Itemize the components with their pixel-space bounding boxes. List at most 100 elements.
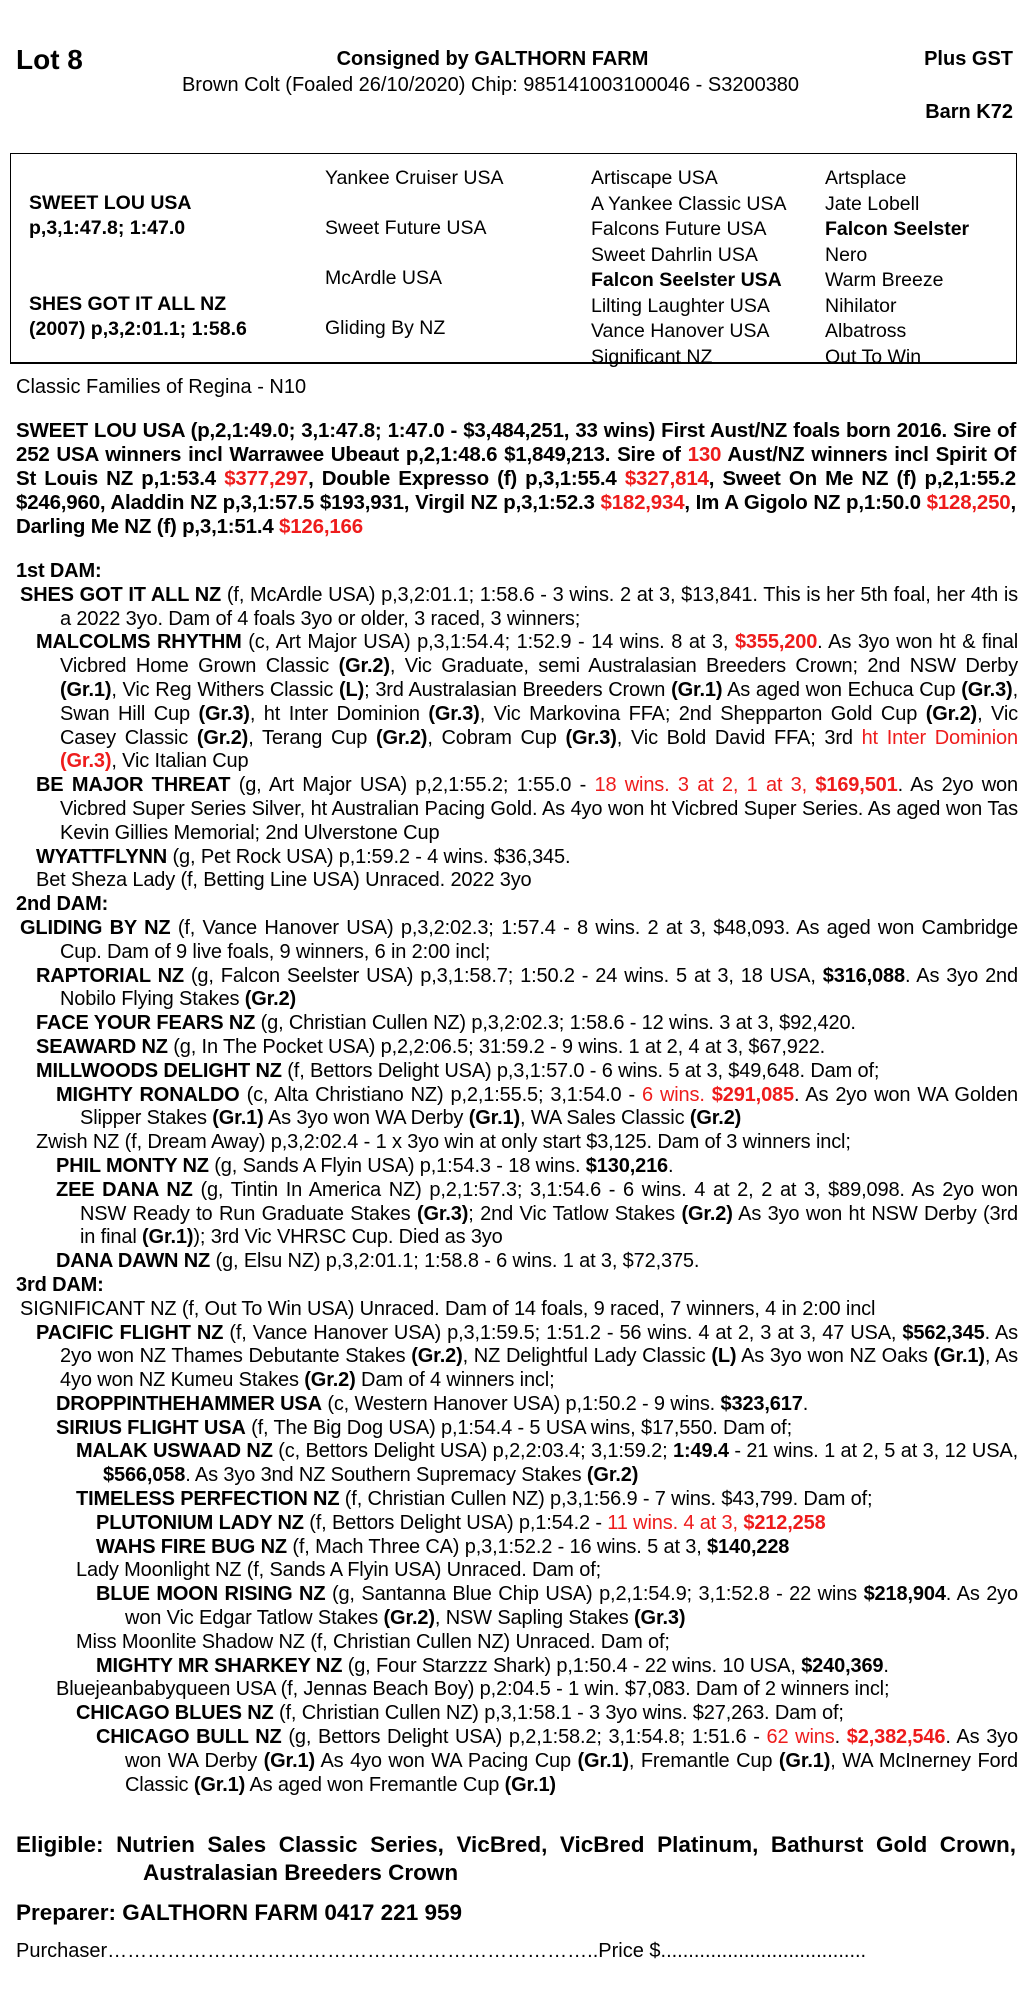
text-segment: (c, Art Major USA) p,3,1:54.4; 1:52.9 - … <box>241 631 735 654</box>
text-segment: $130,216 <box>585 1154 669 1177</box>
text-segment: . <box>802 1392 809 1415</box>
text-segment: ZEE DANA NZ <box>56 1178 193 1201</box>
text-segment: Lady Moonlight NZ (f, Sands A Flyin USA)… <box>76 1559 602 1582</box>
text-segment: (Gr.3) <box>416 1202 469 1225</box>
pedigree-entry: BLUE MOON RISING NZ (g, Santanna Blue Ch… <box>0 1583 1018 1631</box>
pedigree-gen4: Albatross <box>825 320 907 342</box>
text-segment: (Gr.3) <box>198 702 250 725</box>
dam-record: (2007) p,3,2:01.1; 1:58.6 <box>29 318 247 340</box>
text-segment: (g, Tintin In America NZ) p,2,1:57.3; 3,… <box>80 1178 1018 1225</box>
dam-heading: 2nd DAM: <box>16 893 109 916</box>
text-segment: (c, Bettors Delight USA) p,2,2:03.4; 3,1… <box>272 1440 674 1463</box>
text-segment: $218,904 <box>863 1583 946 1606</box>
pedigree-entry: BE MAJOR THREAT (g, Art Major USA) p,2,1… <box>0 774 1018 845</box>
text-segment: MALCOLMS RHYTHM <box>36 631 242 654</box>
text-segment: CHICAGO BLUES NZ <box>76 1702 274 1725</box>
highlight-text: 130 <box>687 443 722 466</box>
text-segment: $240,369 <box>801 1654 884 1677</box>
pedigree-entry: PHIL MONTY NZ (g, Sands A Flyin USA) p,1… <box>0 1155 1018 1179</box>
text-segment: (Gr.2) <box>338 655 390 678</box>
text-segment: . <box>668 1154 674 1177</box>
pedigree-gen3: Lilting Laughter USA <box>591 294 770 317</box>
text-segment: , Sweet On Me NZ (f) p,2,1:55.2 $246,960… <box>16 467 1016 514</box>
pedigree-entry: TIMELESS PERFECTION NZ (f, Christian Cul… <box>0 1488 1018 1512</box>
text-segment: (L) <box>339 678 365 701</box>
text-segment: (Gr.1) <box>263 1749 315 1772</box>
pedigree-entry: MIGHTY RONALDO (c, Alta Christiano NZ) p… <box>0 1084 1018 1132</box>
pedigree-entry: MALAK USWAAD NZ (c, Bettors Delight USA)… <box>0 1440 1018 1488</box>
pedigree-gen4: Nihilator <box>825 294 897 317</box>
text-segment: DROPPINTHEHAMMER USA <box>56 1392 322 1415</box>
text-segment: (Gr.3) <box>961 678 1013 701</box>
highlight-text: $355,200 <box>734 631 818 654</box>
pedigree-entry: MALCOLMS RHYTHM (c, Art Major USA) p,3,1… <box>0 631 1018 774</box>
pedigree-gen3: Sweet Dahrlin USA <box>591 243 758 266</box>
text-segment: SIGNIFICANT NZ (f, Out To Win USA) Unrac… <box>20 1297 876 1320</box>
text-segment: , WA Sales Classic <box>520 1107 690 1130</box>
text-segment: MIGHTY MR SHARKEY NZ <box>96 1654 343 1677</box>
pedigree-entry: DANA DAWN NZ (g, Elsu NZ) p,3,2:01.1; 1:… <box>0 1250 1018 1274</box>
text-segment: (Gr.1) <box>504 1773 556 1796</box>
text-segment: (Gr.3) <box>634 1607 686 1630</box>
sire-record: p,3,1:47.8; 1:47.0 <box>29 217 186 239</box>
text-segment: (Gr.2) <box>304 1369 356 1392</box>
text-segment: . As 3yo 2nd Nobilo Flying Stakes <box>60 964 1018 1011</box>
text-segment: WAHS FIRE BUG NZ <box>96 1535 287 1558</box>
text-segment: (Gr.3) <box>565 726 617 749</box>
text-segment: BE MAJOR THREAT <box>36 774 231 797</box>
consignor-text: Consigned by GALTHORN FARM <box>336 48 649 70</box>
sire-summary: SWEET LOU USA (p,2,1:49.0; 3,1:47.8; 1:4… <box>16 419 1016 539</box>
pedigree-table: SWEET LOU USA p,3,1:47.8; 1:47.0 SHES GO… <box>10 153 1017 368</box>
text-segment: (g, Four Starzzz Shark) p,1:50.4 - 22 wi… <box>342 1654 802 1677</box>
pedigree-entry: MIGHTY MR SHARKEY NZ (g, Four Starzzz Sh… <box>0 1655 1018 1679</box>
text-segment: $562,345 <box>902 1321 985 1344</box>
text-segment: MILLWOODS DELIGHT NZ <box>36 1059 282 1082</box>
pedigree-entry: GLIDING BY NZ (f, Vance Hanover USA) p,3… <box>0 917 1018 965</box>
pedigree-entry: Miss Moonlite Shadow NZ (f, Christian Cu… <box>0 1631 1018 1655</box>
pedigree-gen3: Falcons Future USA <box>591 218 767 240</box>
pedigree-gen4: Nero <box>825 243 868 266</box>
text-segment: , Cobram Cup <box>427 726 566 749</box>
text-segment: (Gr.2) <box>681 1202 733 1225</box>
highlight-text: $126,166 <box>279 515 363 538</box>
pedigree-gen2: Gliding By NZ <box>325 317 446 339</box>
text-segment: (Gr.2) <box>925 702 978 725</box>
text-segment: (g, Bettors Delight USA) p,2,1:58.2; 3,1… <box>281 1726 767 1749</box>
text-segment: (Gr.1) <box>193 1773 246 1796</box>
text-segment: (f, Christian Cullen NZ) p,3,1:58.1 - 3 … <box>273 1702 844 1725</box>
text-segment: As aged won Echuca Cup <box>722 678 962 701</box>
text-segment: FACE YOUR FEARS NZ <box>36 1012 256 1035</box>
text-segment: DANA DAWN NZ <box>56 1250 211 1273</box>
text-segment: (Gr.1) <box>212 1107 264 1130</box>
text-segment: (f, Mach Three CA) p,3,1:52.2 - 16 wins.… <box>286 1535 708 1558</box>
text-segment: Bet Sheza Lady (f, Betting Line USA) Unr… <box>36 869 532 892</box>
text-segment: , Vic Italian Cup <box>111 750 249 773</box>
highlight-text: (Gr.3) <box>60 750 112 773</box>
pedigree-entry: Lady Moonlight NZ (f, Sands A Flyin USA)… <box>0 1559 1018 1583</box>
pedigree-gen4: Falcon Seelster <box>825 218 970 240</box>
highlight-text: $377,297 <box>224 467 309 490</box>
highlight-text: $182,934 <box>600 491 685 514</box>
preparer: Preparer: GALTHORN FARM 0417 221 959 <box>16 1900 463 1925</box>
horse-description: Brown Colt (Foaled 26/10/2020) Chip: 985… <box>0 74 1025 97</box>
text-segment: As 4yo won WA Pacing Cup <box>314 1749 578 1772</box>
text-segment: (Gr.2) <box>383 1607 435 1630</box>
text-segment: (Gr.1) <box>60 678 112 701</box>
text-segment: . As 3yo won WA Derby <box>125 1726 1018 1772</box>
text-segment: SIRIUS FLIGHT USA <box>56 1416 246 1439</box>
text-segment: (c, Western Hanover USA) p,1:50.2 - 9 wi… <box>321 1392 721 1415</box>
pedigree-gen4: Out To Win <box>825 345 922 368</box>
highlight-text: $169,501 <box>815 774 898 797</box>
lot-number: Lot 8 <box>16 44 83 75</box>
text-segment: , NZ Delightful Lady Classic <box>462 1345 712 1368</box>
pedigree-gen4: Warm Breeze <box>825 269 944 291</box>
text-segment: - 21 wins. 1 at 2, 5 at 3, 12 USA, <box>728 1440 1018 1463</box>
text-segment: (g, In The Pocket USA) p,2,2:06.5; 31:59… <box>167 1035 826 1058</box>
text-segment: . As 2yo won Vicbred Super Series Silver… <box>60 774 1018 844</box>
barn-number: Barn K72 <box>925 101 1013 123</box>
pedigree-entry: SIGNIFICANT NZ (f, Out To Win USA) Unrac… <box>0 1298 1018 1322</box>
text-segment: (f, McArdle USA) p,3,2:01.1; 1:58.6 - 3 … <box>60 583 1018 630</box>
pedigree-entry: PACIFIC FLIGHT NZ (f, Vance Hanover USA)… <box>0 1322 1018 1393</box>
pedigree-gen2: Sweet Future USA <box>325 217 487 239</box>
text-segment: , ht Inter Dominion <box>249 702 429 725</box>
